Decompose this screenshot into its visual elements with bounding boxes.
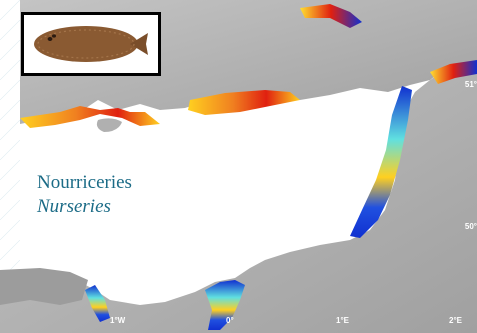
nursery-area-sussex-coast (188, 90, 300, 115)
nursery-area-seine-bay (205, 280, 245, 330)
latitude-tick-51: 51° (464, 80, 477, 89)
longitude-tick-0: 0° (226, 316, 234, 325)
flatfish-sole-icon (34, 26, 148, 62)
latitude-tick-50: 50° (464, 222, 477, 231)
land-cotentin (0, 268, 88, 305)
nursery-area-opal-coast (350, 86, 412, 238)
graticule-left (0, 0, 20, 333)
longitude-tick-2e: 2°E (449, 316, 462, 325)
longitude-tick-1w: 1°W (110, 316, 126, 325)
isle-of-wight (96, 118, 122, 132)
nursery-area-solent (20, 106, 160, 128)
nursery-area-belgium-coast (430, 60, 477, 84)
legend-title-english: Nurseries (37, 196, 111, 217)
nursery-area-cotentin-east (85, 285, 110, 322)
longitude-tick-1e: 1°E (336, 316, 349, 325)
nursery-area-kent-thames (300, 4, 362, 28)
legend-title-french: Nourriceries (37, 172, 132, 193)
land-france (0, 63, 477, 333)
species-inset (21, 12, 161, 76)
